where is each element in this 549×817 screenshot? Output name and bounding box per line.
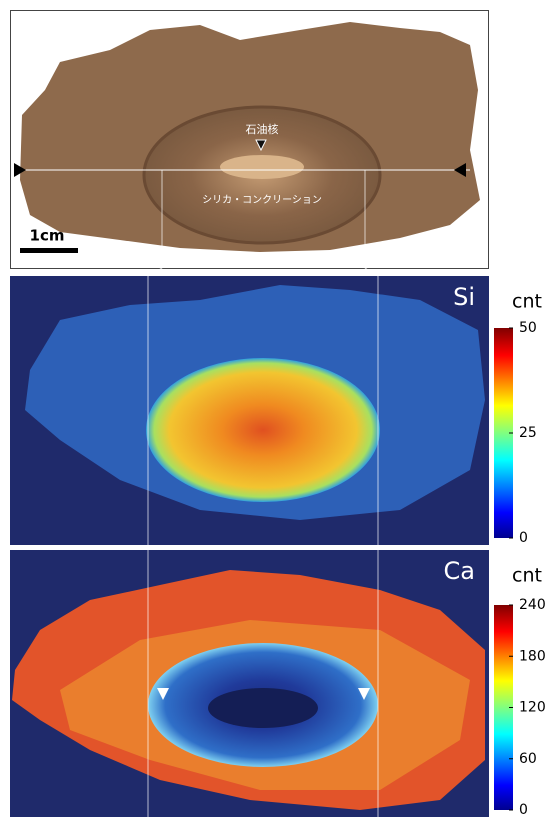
colorbar-label: cnt bbox=[512, 291, 542, 313]
label: 石油核 bbox=[246, 122, 279, 136]
label: シリカ・コンクリーション bbox=[202, 194, 322, 206]
colorbar-tick-label: 60 bbox=[519, 751, 537, 767]
oil-core bbox=[220, 155, 304, 179]
colorbar-tick-label: 0 bbox=[519, 802, 528, 817]
element-label: Ca bbox=[444, 557, 475, 585]
colorbar-tick-label: 180 bbox=[519, 648, 546, 664]
si-core bbox=[146, 358, 380, 502]
scale-bar bbox=[20, 248, 78, 253]
colorbar-label: cnt bbox=[512, 565, 542, 587]
figure: 石油核 シリカ・コンクリーション 1cm Si cnt 0 25 50 Ca cnt 0 60 1… bbox=[0, 0, 549, 817]
colorbar-tick-label: 0 bbox=[519, 530, 528, 546]
colorbar-tick-label: 240 bbox=[519, 597, 546, 613]
colorbar-tick-label: 25 bbox=[519, 425, 537, 441]
scale-label: 1cm bbox=[30, 227, 65, 245]
element-label: Si bbox=[453, 283, 475, 311]
colorbar-tick-label: 50 bbox=[519, 320, 537, 336]
ca-center bbox=[208, 688, 318, 728]
colorbar-tick-label: 120 bbox=[519, 700, 546, 716]
